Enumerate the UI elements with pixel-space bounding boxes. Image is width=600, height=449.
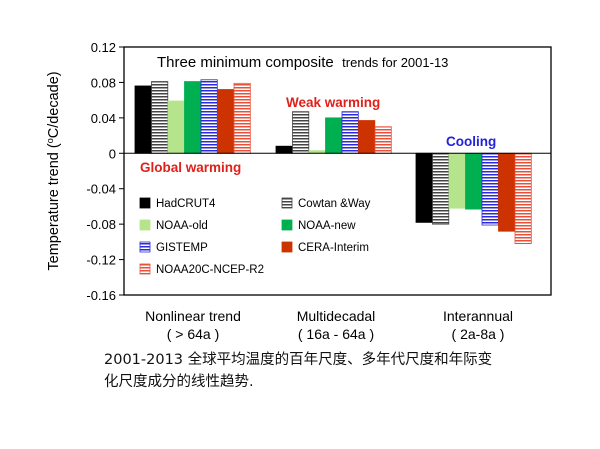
- annotation-global-warming: Global warming: [140, 160, 241, 175]
- x-category-label: Nonlinear trend: [145, 308, 241, 324]
- bar-noaa20c-ncep-r2-1: [374, 126, 392, 154]
- bar-cowtan-way-2: [432, 152, 450, 225]
- x-category-sublabel: ( 2a-8a ): [452, 326, 505, 342]
- plot-frame: [123, 46, 552, 296]
- bar-hadcrut4-2: [415, 152, 433, 223]
- bar-noaa20c-ncep-r2-2: [514, 152, 532, 245]
- x-category-label: Multidecadal: [297, 308, 376, 324]
- bar-gistemp-2: [481, 152, 499, 226]
- y-axis-ticks: 0.12 0.08 0.04 0 -0.04 -0.08 -0.12 -0.16: [86, 40, 124, 303]
- y-axis-label-tail: C/decade): [46, 71, 62, 138]
- chart-title: Three minimum composite trends for 2001-…: [157, 54, 448, 71]
- x-axis-categories: Nonlinear trend ( > 64a ) Multidecadal ( 16…: [145, 308, 513, 342]
- legend-swatch: [139, 219, 151, 231]
- y-axis-label: Temperature trend (oC/decade): [45, 71, 62, 270]
- legend-label: GISTEMP: [156, 242, 208, 254]
- caption-line-2: 化尺度成分的线性趋势.: [104, 374, 254, 390]
- annotation-weak-warming: Weak warming: [286, 95, 380, 110]
- x-category-sublabel: ( > 64a ): [167, 326, 220, 342]
- x-category-sublabel: ( 16a - 64a ): [298, 326, 374, 342]
- legend-label: CERA-Interim: [298, 242, 369, 254]
- x-category-label: Interannual: [443, 308, 513, 324]
- y-tick-label: 0.12: [91, 40, 116, 55]
- y-tick-label: 0.04: [91, 111, 116, 126]
- chart-title-tail: trends for 2001-13: [342, 55, 448, 70]
- bar-cera-interim-1: [358, 120, 376, 154]
- annotation-cooling: Cooling: [446, 134, 496, 149]
- legend-label: NOAA-new: [298, 220, 356, 232]
- legend-label: HadCRUT4: [156, 198, 216, 210]
- bar-noaa20c-ncep-r2-0: [233, 82, 251, 154]
- bar-gistemp-0: [200, 79, 218, 154]
- y-tick-label: 0.08: [91, 75, 116, 90]
- legend-swatch: [281, 219, 293, 231]
- y-tick-label: -0.16: [86, 288, 116, 303]
- legend-swatch: [139, 197, 151, 209]
- legend-swatch: [281, 241, 293, 253]
- bar-hadcrut4-1: [275, 145, 293, 154]
- legend-label: NOAA20C-NCEP-R2: [156, 264, 264, 276]
- y-axis-label-main: Temperature trend (: [46, 143, 62, 271]
- bar-layer: [134, 79, 532, 245]
- bar-noaa-old-0: [167, 100, 185, 154]
- bar-cera-interim-0: [217, 89, 235, 154]
- y-tick-label: -0.04: [86, 182, 116, 197]
- y-tick-label: 0: [109, 146, 116, 161]
- caption-line-1: 2001-2013 全球平均温度的百年尺度、多年代尺度和年际变: [104, 352, 493, 368]
- bar-cowtan-way-1: [292, 111, 310, 154]
- y-axis-label-sup: o: [45, 138, 55, 143]
- bar-noaa-new-0: [184, 81, 202, 154]
- bar-cera-interim-2: [498, 152, 516, 232]
- y-tick-label: -0.12: [86, 253, 116, 268]
- y-tick-label: -0.08: [86, 217, 116, 232]
- legend-label: NOAA-old: [156, 220, 208, 232]
- figure-caption: 2001-2013 全球平均温度的百年尺度、多年代尺度和年际变 化尺度成分的线性…: [104, 349, 574, 393]
- chart-title-main: Three minimum composite: [157, 54, 334, 71]
- bar-noaa-new-1: [325, 117, 343, 154]
- legend: HadCRUT4 Cowtan &Way NOAA-old NOAA-new GISTE…: [139, 197, 371, 276]
- legend-label: Cowtan &Way: [298, 198, 371, 210]
- bar-noaa-old-2: [448, 152, 466, 209]
- bar-gistemp-1: [341, 111, 359, 154]
- bar-cowtan-way-0: [151, 81, 169, 154]
- legend-swatch: [139, 263, 151, 275]
- legend-swatch: [281, 197, 293, 209]
- bar-noaa-new-2: [465, 152, 483, 210]
- legend-swatch: [139, 241, 151, 253]
- bar-hadcrut4-0: [134, 85, 152, 154]
